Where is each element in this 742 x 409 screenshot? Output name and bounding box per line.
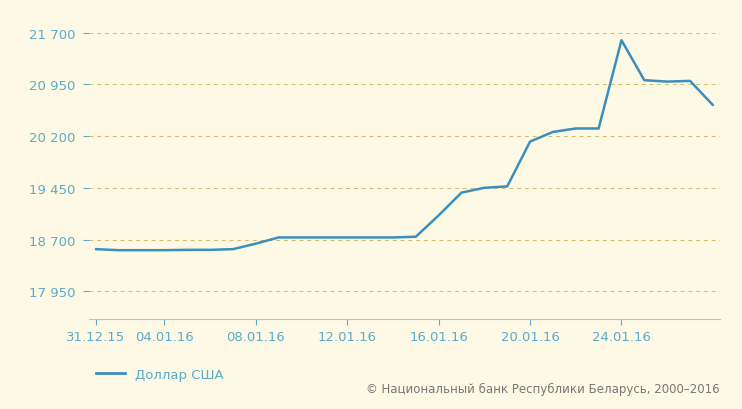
Text: © Национальный банк Республики Беларусь, 2000–2016: © Национальный банк Республики Беларусь,… (366, 382, 720, 395)
Legend: Доллар США: Доллар США (96, 368, 224, 381)
